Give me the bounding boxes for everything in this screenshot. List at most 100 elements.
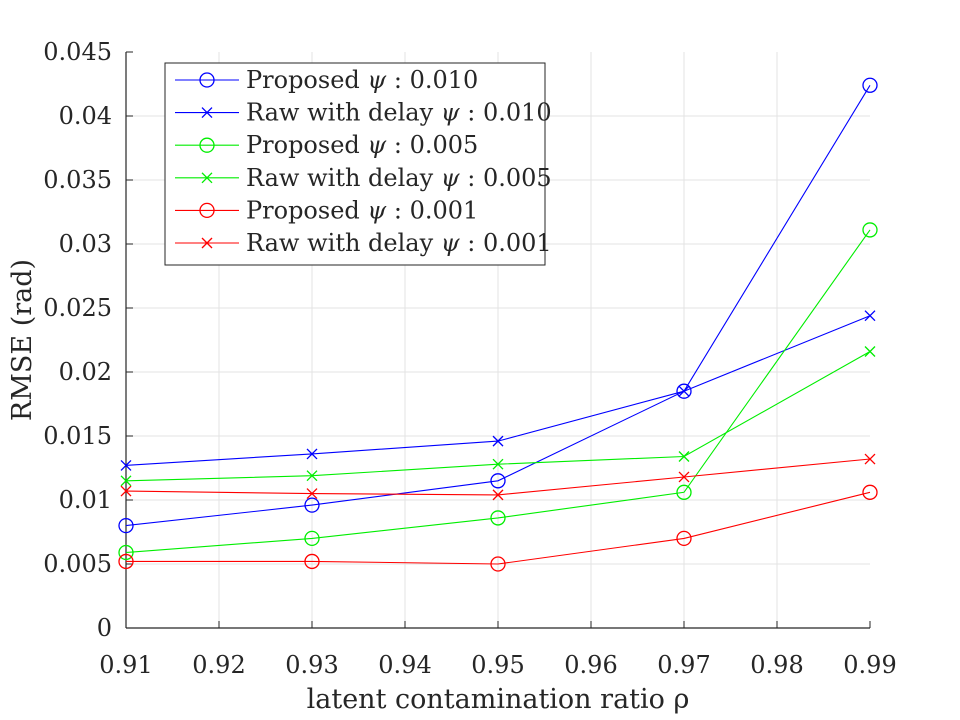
legend-item: Proposed ψ : 0.005 [175, 131, 478, 159]
data-point-stroke [678, 451, 690, 462]
data-point [676, 484, 692, 500]
data-point [120, 459, 132, 471]
legend-label: Proposed ψ : 0.005 [246, 131, 478, 159]
data-point [306, 488, 318, 500]
data-point [862, 484, 878, 500]
y-tick-label: 0.045 [43, 38, 112, 66]
data-point-stroke [864, 453, 876, 465]
series-5 [118, 484, 878, 572]
data-point [304, 497, 320, 513]
legend-item: Proposed ψ : 0.010 [175, 66, 478, 94]
x-tick-label: 0.96 [564, 651, 617, 679]
axes: 0.91 0.92 0.93 0.94 0.95 0.96 0.97 0.98 0.99 0 0.0… [43, 38, 896, 679]
series-6 [120, 453, 876, 501]
data-point-stroke [120, 485, 132, 497]
data-point [492, 489, 504, 501]
data-point [862, 222, 878, 238]
data-point [864, 310, 876, 322]
data-point [304, 553, 320, 570]
series-line [125, 85, 871, 527]
x-tick-label: 0.94 [378, 651, 431, 679]
series-3 [118, 222, 878, 561]
y-tick-label: 0.03 [59, 230, 112, 258]
data-point-stroke [306, 470, 318, 482]
data-point-stroke [864, 346, 876, 357]
data-point [118, 517, 134, 534]
y-axis-label: RMSE (rad) [7, 259, 38, 421]
y-tick-label: 0.02 [59, 358, 112, 386]
data-point [678, 451, 690, 462]
data-point-stroke [120, 475, 132, 487]
legend-box [164, 62, 546, 266]
data-point-stroke [306, 488, 318, 500]
legend-marker-stroke [201, 107, 213, 119]
data-point [490, 556, 506, 572]
legend-item: Raw with delay ψ : 0.005 [175, 164, 552, 192]
x-tick-label: 0.93 [285, 651, 338, 679]
x-tick-label: 0.91 [99, 651, 152, 679]
data-point [118, 553, 134, 570]
data-point [492, 458, 504, 470]
legend-label: Proposed ψ : 0.010 [246, 66, 478, 94]
data-point [492, 435, 504, 447]
data-point [678, 471, 690, 483]
legend-marker [201, 237, 213, 249]
legend-item: Proposed ψ : 0.001 [175, 196, 478, 224]
data-point [120, 485, 132, 497]
y-tick-label: 0.015 [43, 422, 112, 450]
legend-marker-stroke [201, 172, 213, 184]
y-tick-label: 0.035 [43, 166, 112, 194]
legend-marker-stroke [201, 237, 213, 249]
data-point-stroke [864, 310, 876, 322]
data-point-stroke [492, 489, 504, 501]
data-point [306, 470, 318, 482]
legend-marker [201, 172, 213, 184]
x-tick-label: 0.98 [750, 651, 803, 679]
data-point-stroke [306, 448, 318, 460]
data-point [490, 510, 506, 526]
legend: Proposed ψ : 0.010 Raw with delay ψ : 0.0… [164, 62, 552, 266]
x-tick-label: 0.95 [471, 651, 524, 679]
data-point [118, 544, 134, 561]
legend-marker [199, 72, 215, 88]
series-layer [118, 77, 878, 572]
y-tick-label: 0 [97, 614, 112, 642]
data-point [676, 383, 692, 399]
data-point [490, 473, 506, 489]
x-tick-label: 0.97 [657, 651, 710, 679]
series-line [125, 229, 871, 554]
y-tick-label: 0.025 [43, 294, 112, 322]
data-point [676, 530, 692, 547]
data-point-stroke [492, 458, 504, 470]
data-point [678, 385, 690, 397]
series-line [126, 491, 871, 565]
legend-label: Proposed ψ : 0.001 [246, 196, 478, 224]
data-point-stroke [120, 459, 132, 471]
data-point-stroke [678, 385, 690, 397]
data-point [306, 448, 318, 460]
series-4 [120, 346, 876, 487]
data-point [304, 530, 320, 547]
data-point [864, 346, 876, 357]
legend-marker [199, 137, 215, 153]
data-point [120, 475, 132, 487]
x-axis-label: latent contamination ratio ρ [307, 684, 690, 715]
legend-label: Raw with delay ψ : 0.010 [246, 99, 552, 127]
y-tick-label: 0.01 [59, 486, 112, 514]
legend-marker [201, 107, 213, 119]
data-point [864, 453, 876, 465]
data-point [862, 77, 878, 93]
legend-label: Raw with delay ψ : 0.001 [246, 229, 552, 257]
x-tick-label: 0.92 [192, 651, 245, 679]
x-tick-label: 0.99 [843, 651, 896, 679]
data-point-stroke [492, 435, 504, 447]
series-2 [120, 310, 876, 471]
series-1 [118, 77, 878, 534]
data-point-stroke [678, 471, 690, 483]
legend-item: Raw with delay ψ : 0.001 [175, 229, 552, 257]
legend-marker [199, 202, 215, 219]
y-tick-label: 0.005 [43, 550, 112, 578]
y-tick-label: 0.04 [59, 102, 112, 130]
legend-item: Raw with delay ψ : 0.010 [175, 99, 552, 127]
